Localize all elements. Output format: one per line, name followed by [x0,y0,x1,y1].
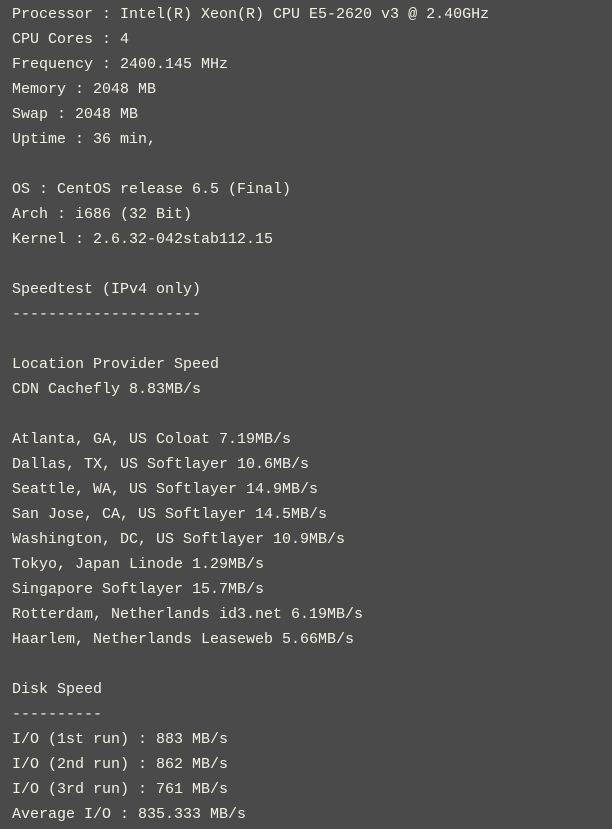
terminal-line: Average I/O : 835.333 MB/s [12,806,247,823]
terminal-line: Rotterdam, Netherlands id3.net 6.19MB/s [12,606,364,623]
terminal-line [12,652,612,677]
terminal-line: Frequency : 2400.145 MHz [12,56,229,73]
terminal-line: Speedtest (IPv4 only) [12,281,202,298]
terminal-line: Kernel : 2.6.32-042stab112.15 [12,231,274,248]
terminal-line: Processor : Intel(R) Xeon(R) CPU E5-2620… [12,6,490,23]
terminal-line: Arch : i686 (32 Bit) [12,206,193,223]
terminal-line: Swap : 2048 MB [12,106,139,123]
terminal-line: CPU Cores : 4 [12,31,130,48]
terminal-line [12,327,612,352]
terminal-line: Disk Speed [12,681,103,698]
terminal-line: I/O (3rd run) : 761 MB/s [12,781,229,798]
terminal-line: Location Provider Speed [12,356,220,373]
terminal-line [12,152,612,177]
terminal-line: Uptime : 36 min, [12,131,157,148]
terminal-line: OS : CentOS release 6.5 (Final) [12,181,292,198]
terminal-line [12,402,612,427]
terminal-line: CDN Cachefly 8.83MB/s [12,381,202,398]
terminal-line: Dallas, TX, US Softlayer 10.6MB/s [12,456,310,473]
terminal-line: Memory : 2048 MB [12,81,157,98]
terminal-line: Singapore Softlayer 15.7MB/s [12,581,265,598]
terminal-line [12,252,612,277]
terminal-line: Seattle, WA, US Softlayer 14.9MB/s [12,481,319,498]
terminal-line: I/O (2nd run) : 862 MB/s [12,756,229,773]
terminal-line: Tokyo, Japan Linode 1.29MB/s [12,556,265,573]
terminal-line: Haarlem, Netherlands Leaseweb 5.66MB/s [12,631,355,648]
terminal-line: San Jose, CA, US Softlayer 14.5MB/s [12,506,328,523]
terminal-line: ---------- [12,706,103,723]
terminal-line: I/O (1st run) : 883 MB/s [12,731,229,748]
terminal-line: Washington, DC, US Softlayer 10.9MB/s [12,531,346,548]
terminal-line: Atlanta, GA, US Coloat 7.19MB/s [12,431,292,448]
terminal-line: --------------------- [12,306,202,323]
